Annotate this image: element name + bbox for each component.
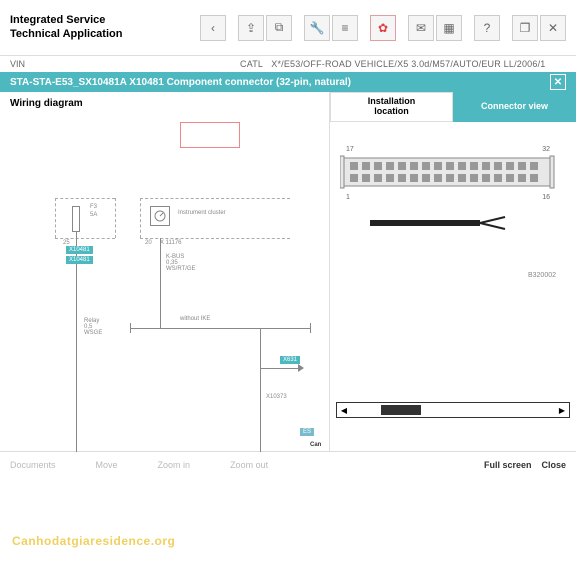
connector-tag: X10481 bbox=[66, 246, 93, 254]
scroll-right-icon[interactable]: ▶ bbox=[555, 403, 569, 417]
wire bbox=[130, 328, 310, 329]
wire bbox=[260, 328, 261, 418]
wire bbox=[260, 368, 300, 369]
full-screen-button[interactable]: Full screen bbox=[484, 460, 532, 478]
cluster-symbol bbox=[150, 206, 170, 226]
window-close-icon[interactable]: ✕ bbox=[540, 15, 566, 41]
wiring-diagram-header: Wiring diagram bbox=[0, 92, 329, 118]
tab-connector-view[interactable]: Connector view bbox=[453, 92, 576, 122]
component-title: STA-STA-E53_SX10481A X10481 Component co… bbox=[10, 77, 351, 88]
relay-signal-label: Relay 0,5 WSGE bbox=[84, 318, 102, 336]
dna-icon[interactable]: ✿ bbox=[370, 15, 396, 41]
connector-ref-tag: X631 bbox=[280, 356, 300, 364]
tabs: Installation location Connector view bbox=[330, 92, 576, 122]
mail-icon[interactable]: ✉ bbox=[408, 15, 434, 41]
scroll-track[interactable] bbox=[351, 403, 555, 417]
diagram-dashed-line bbox=[55, 198, 115, 199]
fuse-label: F3 bbox=[90, 204, 97, 210]
cluster-label: Instrument cluster bbox=[178, 210, 226, 216]
diagram-dashed-line bbox=[140, 198, 141, 238]
copy-icon[interactable]: ⧉ bbox=[266, 15, 292, 41]
vin-row: VIN CATL X*/E53/OFF-ROAD VEHICLE/X5 3.0d… bbox=[0, 56, 576, 72]
app-title-line2: Technical Application bbox=[10, 28, 160, 41]
watermark: Canhodatgiaresidence.org bbox=[12, 534, 175, 548]
diagram-dashed-line bbox=[140, 238, 290, 239]
connector-tag: X10481 bbox=[66, 256, 93, 264]
cascade-icon[interactable]: ❐ bbox=[512, 15, 538, 41]
content-row: Wiring diagram F3 5A 25 X10481 X10481 Re… bbox=[0, 92, 576, 452]
fuse-rating: 5A bbox=[90, 212, 97, 218]
sliders-icon[interactable]: ≡ bbox=[332, 15, 358, 41]
diagram-highlight-box bbox=[180, 122, 240, 148]
vin-label: VIN bbox=[10, 59, 50, 69]
footer-row: Documents Move Zoom in Zoom out Full scr… bbox=[0, 452, 576, 482]
app-title-line1: Integrated Service bbox=[10, 14, 160, 27]
cable-graphic bbox=[370, 216, 510, 230]
pin-label-bl: 1 bbox=[346, 194, 350, 201]
diagram-dashed-line bbox=[115, 198, 116, 238]
es-tag: ES bbox=[300, 428, 314, 436]
connector-graphic bbox=[340, 152, 560, 192]
zoom-out-button[interactable]: Zoom out bbox=[230, 460, 268, 478]
wrench-icon[interactable]: 🔧 bbox=[304, 15, 330, 41]
scroll-thumb[interactable] bbox=[381, 405, 421, 415]
documents-button[interactable]: Documents bbox=[10, 460, 56, 478]
catl-value: CATL X*/E53/OFF-ROAD VEHICLE/X5 3.0d/M57… bbox=[240, 59, 546, 69]
close-button[interactable]: Close bbox=[541, 460, 566, 478]
connector-panel: Installation location Connector view 17 … bbox=[330, 92, 576, 451]
can-label: Can bbox=[310, 442, 321, 448]
arrow-right-icon bbox=[298, 364, 304, 372]
toolbar: ‹ ⇪ ⧉ 🔧 ≡ ✿ ✉ ▦ ? ❐ ✕ bbox=[200, 15, 566, 41]
export-icon[interactable]: ⇪ bbox=[238, 15, 264, 41]
cluster-pin: 20 bbox=[145, 240, 152, 246]
move-button[interactable]: Move bbox=[96, 460, 118, 478]
zoom-in-button[interactable]: Zoom in bbox=[158, 460, 191, 478]
tab-installation-location[interactable]: Installation location bbox=[330, 92, 453, 122]
wire bbox=[76, 232, 77, 452]
cluster-ref: X 11176 bbox=[160, 240, 181, 246]
help-icon[interactable]: ? bbox=[474, 15, 500, 41]
scroll-left-icon[interactable]: ◀ bbox=[337, 403, 351, 417]
component-title-bar: STA-STA-E53_SX10481A X10481 Component co… bbox=[0, 72, 576, 92]
bottom-ref-label: X10373 bbox=[266, 394, 287, 400]
connector-reference: B320002 bbox=[528, 272, 556, 279]
diagram-dashed-line bbox=[140, 198, 290, 199]
titlebar-close-icon[interactable]: ✕ bbox=[550, 74, 566, 90]
connector-view-area[interactable]: 17 32 1 16 B320002 ◀ bbox=[330, 122, 576, 422]
kbus-label: K-BUS 0,35 WS/RT/GE bbox=[166, 254, 196, 272]
wiring-diagram-panel: Wiring diagram F3 5A 25 X10481 X10481 Re… bbox=[0, 92, 330, 451]
fuse-symbol bbox=[72, 206, 80, 232]
diagram-dashed-line bbox=[55, 198, 56, 238]
app-title: Integrated Service Technical Application bbox=[10, 14, 160, 40]
wire bbox=[130, 323, 131, 333]
without-ike-label: without IKE bbox=[180, 316, 210, 322]
wiring-diagram-area[interactable]: F3 5A 25 X10481 X10481 Relay 0,5 WSGE In… bbox=[0, 118, 329, 452]
grid-icon[interactable]: ▦ bbox=[436, 15, 462, 41]
back-icon[interactable]: ‹ bbox=[200, 15, 226, 41]
diagram-dashed-line bbox=[55, 238, 115, 239]
wire bbox=[160, 238, 161, 328]
wire bbox=[310, 323, 311, 333]
wire bbox=[260, 418, 261, 452]
app-header: Integrated Service Technical Application… bbox=[0, 0, 576, 56]
pin-label-br: 16 bbox=[542, 194, 550, 201]
horizontal-scrollbar[interactable]: ◀ ▶ bbox=[336, 402, 570, 418]
